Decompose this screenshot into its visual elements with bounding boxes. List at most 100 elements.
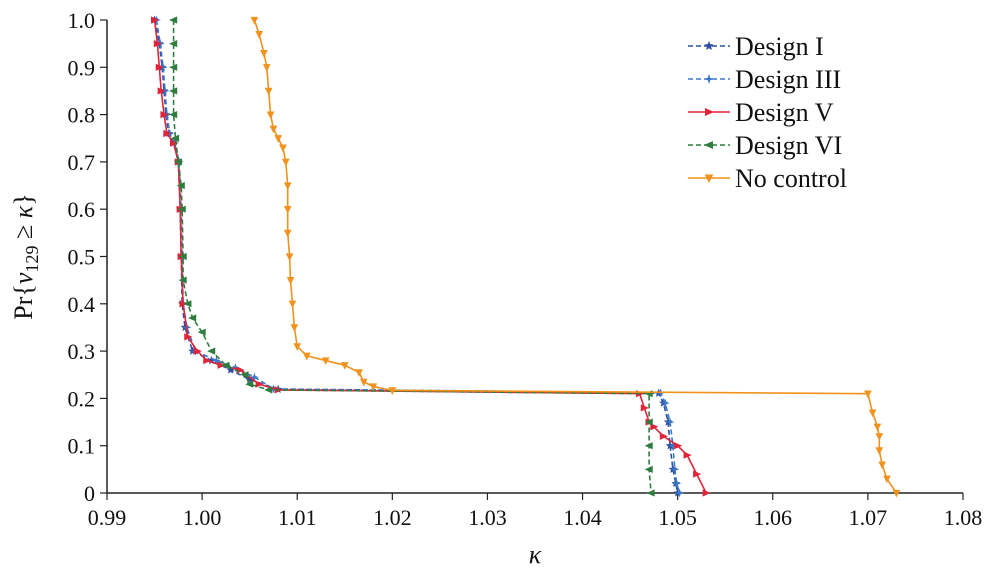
data-point [293, 343, 302, 351]
data-point [155, 63, 164, 71]
series-line-design-iii [155, 19, 681, 494]
data-point [193, 347, 202, 355]
data-point [693, 470, 702, 478]
data-point [264, 386, 273, 394]
legend-marker [704, 41, 714, 51]
data-point [285, 253, 294, 261]
legend-marker [704, 74, 714, 84]
data-point [674, 442, 683, 450]
legend-label: Design V [735, 98, 834, 127]
legend-label: Design VI [735, 131, 842, 160]
y-tick-label: 0.1 [68, 434, 96, 459]
data-point [211, 356, 221, 366]
data-point [274, 135, 283, 143]
data-point [207, 347, 216, 355]
data-point [176, 181, 185, 190]
legend: Design I Design III Design V Design VI No co… [688, 32, 847, 193]
data-point [672, 479, 682, 489]
y-tick-label: 0.5 [68, 245, 96, 270]
data-point [157, 87, 166, 95]
y-tick-label: 0.6 [68, 197, 96, 222]
y-title-operator: ≥ [9, 218, 38, 245]
y-title-suffix: } [9, 193, 38, 205]
legend-marker [704, 174, 714, 183]
legend-item-design-v: Design V [688, 98, 834, 127]
data-point [255, 380, 264, 388]
data-point [266, 111, 275, 120]
x-tick-label: 1.02 [373, 505, 412, 530]
data-point [169, 87, 178, 95]
data-point [184, 333, 193, 341]
data-point [203, 356, 212, 365]
data-point [883, 475, 891, 484]
data-point [283, 182, 292, 191]
data-point [169, 139, 179, 147]
data-point [359, 378, 368, 387]
data-point [160, 111, 169, 119]
data-point [675, 488, 685, 498]
data-point [240, 371, 249, 379]
data-point [173, 158, 182, 166]
y-tick-label: 0.2 [68, 386, 96, 411]
y-tick-label: 0.8 [68, 103, 96, 128]
axes: 0.99 1.00 1.01 1.02 1.03 1.04 1.05 1.06 1.07 1.08… [68, 8, 983, 530]
x-tick-label: 1.01 [278, 505, 317, 530]
legend-marker [704, 141, 713, 149]
data-point [226, 365, 235, 374]
data-point [302, 352, 311, 361]
data-point [286, 277, 295, 285]
legend-label: Design III [735, 65, 841, 94]
data-point [281, 158, 290, 167]
data-point [644, 465, 653, 473]
series-layer [150, 15, 901, 498]
data-point [269, 125, 278, 134]
data-point [670, 464, 680, 474]
y-tick-label: 0 [84, 481, 95, 506]
data-point [245, 380, 254, 388]
series-design-v [150, 16, 711, 497]
y-tick-label: 0.3 [68, 339, 96, 364]
y-axis-title: Pr{v129 ≥ κ} [9, 193, 42, 319]
data-point [230, 363, 240, 373]
data-point [153, 40, 162, 48]
data-point [170, 134, 180, 142]
data-point [249, 372, 259, 382]
x-tick-label: 1.05 [658, 505, 697, 530]
data-point [864, 390, 872, 399]
data-point [169, 40, 178, 48]
data-point [668, 441, 678, 451]
data-point [178, 252, 187, 261]
series-design-i [150, 15, 682, 497]
data-point [150, 16, 160, 24]
data-point [283, 206, 292, 214]
data-point [288, 300, 297, 309]
y-title-variable: v [9, 272, 38, 284]
y-tick-label: 0.9 [68, 55, 96, 80]
legend-label: Design I [735, 32, 824, 61]
y-title-prefix: Pr{ [9, 284, 38, 320]
data-point [355, 369, 363, 377]
y-tick-label: 0.4 [68, 292, 96, 317]
legend-marker [705, 108, 714, 116]
legend-item-design-iii: Design III [688, 65, 841, 94]
legend-label: No control [735, 164, 847, 193]
x-tick-label: 1.00 [183, 505, 222, 530]
legend-item-design-vi: Design VI [688, 131, 842, 160]
y-tick-label: 1.0 [68, 8, 96, 33]
data-point [260, 49, 268, 58]
data-point [660, 398, 670, 408]
data-point [388, 387, 397, 395]
series-line-design-i [153, 19, 679, 494]
legend-item-no-control: No control [688, 164, 847, 193]
data-point [183, 300, 192, 308]
data-point [221, 361, 230, 369]
data-point [283, 229, 292, 238]
data-point [646, 489, 655, 497]
legend-item-design-i: Design I [688, 32, 824, 61]
series-line-design-vi [172, 20, 652, 494]
data-point [169, 111, 178, 119]
data-point [169, 63, 178, 71]
data-point [868, 409, 877, 418]
